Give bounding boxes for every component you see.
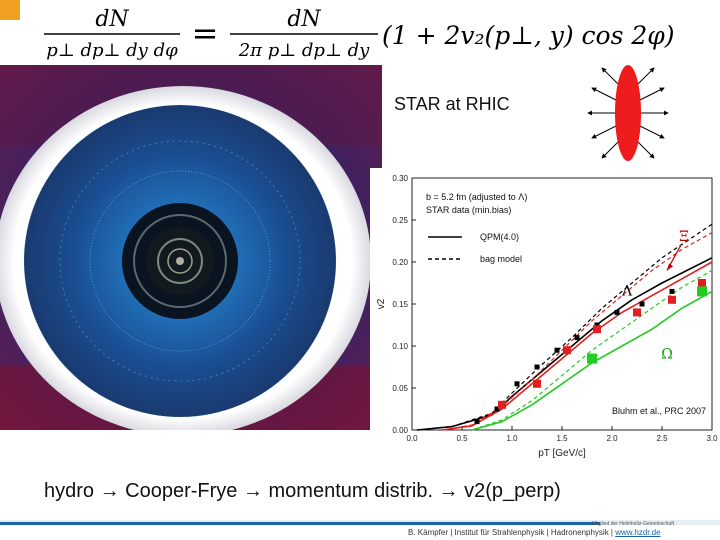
- y-tick-label: 0.20: [392, 258, 408, 267]
- xi-pointer-head: [667, 263, 673, 271]
- lambda-qpm-curve: [416, 257, 713, 431]
- v2-formula: dN p⊥ dp⊥ dy dφ = dN 2π p⊥ dp⊥ dy (1 + 2…: [44, 7, 675, 61]
- x-tick-label: 2.5: [656, 434, 668, 443]
- y-tick-label: 0.10: [392, 342, 408, 351]
- y-tick-label: 0.05: [392, 384, 408, 393]
- xi-data-point: [563, 346, 571, 355]
- x-tick-label: 3.0: [706, 434, 718, 443]
- xi-data-point: [633, 308, 641, 317]
- y-tick-label: 0.00: [392, 426, 408, 435]
- x-tick-label: 1.0: [506, 434, 518, 443]
- lambda-data-point: [669, 288, 675, 294]
- legend-header-line: b = 5.2 fm (adjusted to Λ): [426, 192, 527, 202]
- accent-square: [0, 0, 20, 20]
- star-event-display: [0, 65, 382, 430]
- formula-rhs-denominator: 2π p⊥ dp⊥ dy: [238, 40, 370, 61]
- lambda-bag-curve: [416, 223, 713, 431]
- lambda-data-point: [594, 322, 600, 328]
- formula-lhs-numerator: dN: [95, 7, 129, 32]
- lambda-data-point: [494, 406, 500, 412]
- lambda-data-point: [474, 419, 480, 425]
- x-tick-label: 1.5: [556, 434, 568, 443]
- omega-data-point: [587, 353, 597, 364]
- hzdr-link[interactable]: www.hzdr.de: [615, 528, 661, 537]
- lambda-data-point: [639, 301, 645, 307]
- v2-vs-pt-chart: 0.0 0.5 1.0 1.5 2.0 2.5 3.0 0.00 0.05 0.10 0.15 0.2…: [370, 168, 720, 470]
- omega-bag-curve: [471, 269, 713, 431]
- x-tick-label: 2.0: [606, 434, 618, 443]
- formula-rhs-numerator: dN: [287, 7, 321, 32]
- y-tick-label: 0.30: [392, 174, 408, 183]
- y-axis-label: v2: [376, 298, 387, 309]
- lambda-data-point: [554, 347, 560, 353]
- legend-label: QPM(4.0): [480, 232, 519, 242]
- lambda-data-point: [534, 364, 540, 370]
- slide-caption: hydro → Cooper-Frye → momentum distrib. …: [44, 480, 561, 502]
- overlap-ellipse: [615, 65, 641, 161]
- xi-data-point: [698, 279, 706, 287]
- particle-annotation: Ω: [661, 347, 673, 363]
- lambda-data-point: [514, 381, 520, 387]
- particle-annotation: Ξ: [679, 229, 689, 245]
- formula-rhs-tail: (1 + 2v₂(p⊥, y) cos 2φ): [382, 21, 675, 50]
- flow-arrows: [587, 67, 669, 159]
- formula-equals: =: [192, 14, 219, 52]
- citation-label: Bluhm et al., PRC 2007: [612, 406, 706, 416]
- x-tick-label: 0.5: [456, 434, 468, 443]
- xi-qpm-curve: [441, 261, 713, 431]
- x-axis-label: pT [GeV/c]: [538, 448, 586, 459]
- xi-data-point: [668, 295, 676, 304]
- xi-data-point: [498, 400, 506, 409]
- formula-lhs-denominator: p⊥ dp⊥ dy dφ: [46, 40, 178, 61]
- legend-label: bag model: [480, 254, 522, 264]
- y-tick-label: 0.15: [392, 300, 408, 309]
- particle-annotation: Λ: [621, 284, 633, 300]
- helmholtz-member-note: Mitglied der Helmholtz-Gemeinschaft: [592, 521, 674, 527]
- xi-data-point: [593, 325, 601, 334]
- omega-data-point: [697, 286, 707, 297]
- lambda-data-point: [574, 335, 580, 341]
- footer-accent-bar: [0, 522, 600, 525]
- star-at-rhic-label: STAR at RHIC: [394, 94, 510, 114]
- xi-data-point: [533, 379, 541, 388]
- legend-header-line: STAR data (min.bias): [426, 205, 511, 215]
- lambda-data-point: [614, 309, 620, 315]
- footer-credits: B. Kämpfer | Institut für Strahlenphysik…: [408, 528, 661, 537]
- y-tick-label: 0.25: [392, 216, 408, 225]
- x-tick-label: 0.0: [406, 434, 418, 443]
- footer-credits-text: B. Kämpfer | Institut für Strahlenphysik…: [408, 528, 616, 537]
- elliptic-flow-schematic: [587, 65, 669, 161]
